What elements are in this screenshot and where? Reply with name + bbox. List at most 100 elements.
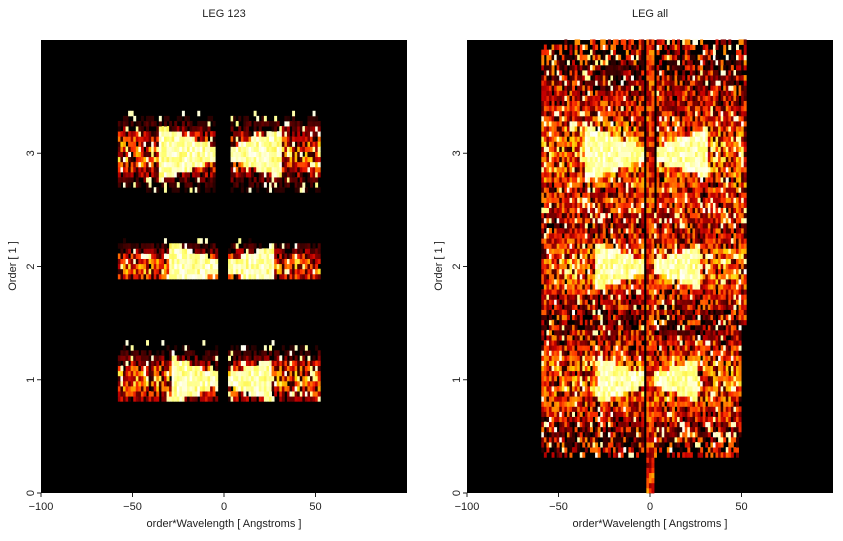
- heatmap-cell: [561, 416, 565, 423]
- heatmap-cell: [304, 126, 308, 132]
- heatmap-cell: [148, 391, 152, 397]
- heatmap-cell: [276, 161, 280, 168]
- heatmap-cell: [671, 314, 675, 321]
- heatmap-cell: [174, 258, 178, 265]
- heatmap-cell: [702, 360, 706, 366]
- heatmap-cell: [307, 253, 311, 259]
- heatmap-cell: [207, 187, 211, 193]
- heatmap-cell: [725, 268, 729, 275]
- heatmap-cell: [128, 385, 132, 392]
- heatmap-cell: [125, 385, 129, 392]
- heatmap-cell: [202, 365, 206, 372]
- heatmap-cell: [625, 401, 629, 407]
- heatmap-cell: [720, 406, 724, 412]
- heatmap-cell: [125, 360, 129, 366]
- heatmap-cell: [187, 166, 190, 173]
- heatmap-cell: [299, 177, 303, 183]
- heatmap-cell: [546, 304, 550, 310]
- heatmap-cell: [128, 273, 132, 280]
- heatmap-cell: [204, 391, 208, 397]
- heatmap-cell: [554, 345, 558, 351]
- heatmap-cell: [122, 253, 126, 259]
- heatmap-cell: [613, 335, 616, 341]
- heatmap-cell: [600, 442, 604, 448]
- heatmap-cell: [292, 370, 296, 377]
- heatmap-cell: [261, 350, 265, 356]
- heatmap-cell: [146, 396, 149, 402]
- heatmap-cell: [654, 289, 657, 295]
- heatmap-cell: [302, 396, 306, 402]
- heatmap-cell: [297, 391, 301, 397]
- heatmap-cell: [605, 375, 609, 382]
- heatmap-cell: [302, 375, 306, 382]
- heatmap-cell: [548, 289, 552, 295]
- heatmap-cell: [310, 151, 313, 158]
- heatmap-cell: [679, 416, 683, 423]
- heatmap-cell: [671, 426, 675, 433]
- heatmap-cell: [130, 156, 134, 163]
- heatmap-cell: [625, 406, 629, 412]
- heatmap-cell: [625, 324, 629, 331]
- heatmap-cell: [187, 115, 190, 122]
- heatmap-cell: [569, 340, 573, 346]
- heatmap-cell: [207, 365, 211, 372]
- heatmap-cell: [166, 126, 170, 132]
- heatmap-cell: [687, 391, 691, 397]
- heatmap-cell: [671, 401, 675, 407]
- heatmap-cell: [261, 391, 265, 397]
- heatmap-cell: [199, 258, 203, 265]
- heatmap-cell: [651, 380, 655, 387]
- heatmap-cell: [566, 304, 570, 310]
- heatmap-cell: [677, 365, 681, 372]
- heatmap-cell: [263, 156, 267, 163]
- heatmap-cell: [610, 380, 614, 387]
- heatmap-cell: [577, 431, 581, 438]
- heatmap-cell: [202, 161, 206, 168]
- heatmap-cell: [725, 360, 729, 366]
- heatmap-cell: [710, 436, 714, 443]
- heatmap-cell: [636, 345, 640, 351]
- heatmap-cell: [615, 436, 619, 443]
- heatmap-cell: [648, 299, 652, 305]
- heatmap-cell: [587, 436, 591, 443]
- heatmap-cell: [595, 253, 599, 259]
- heatmap-cell: [299, 268, 303, 275]
- heatmap-cell: [261, 177, 265, 183]
- heatmap-cell: [728, 375, 732, 382]
- heatmap-cell: [564, 329, 568, 336]
- heatmap-cell: [561, 385, 565, 392]
- heatmap-cell: [122, 355, 126, 361]
- heatmap-cell: [266, 141, 270, 147]
- heatmap-cell: [661, 294, 665, 300]
- heatmap-cell: [607, 263, 611, 270]
- heatmap-cell: [689, 319, 693, 326]
- heatmap-cell: [718, 411, 722, 417]
- heatmap-cell: [600, 268, 604, 275]
- heatmap-cell: [718, 447, 722, 453]
- heatmap-cell: [595, 268, 599, 275]
- heatmap-cell: [207, 151, 211, 158]
- heatmap-cell: [286, 396, 290, 402]
- heatmap-cell: [625, 426, 629, 433]
- heatmap-cell: [712, 253, 716, 259]
- heatmap-cell: [256, 355, 260, 361]
- heatmap-cell: [310, 177, 313, 183]
- heatmap-cell: [718, 401, 722, 407]
- heatmap-cell: [541, 375, 545, 382]
- heatmap-cell: [592, 289, 596, 295]
- heatmap-cell: [738, 304, 742, 310]
- heatmap-cell: [707, 431, 711, 438]
- heatmap-cell: [572, 416, 575, 423]
- heatmap-cell: [687, 345, 691, 351]
- heatmap-cell: [584, 436, 588, 443]
- heatmap-cell: [286, 126, 290, 132]
- heatmap-cell: [577, 314, 581, 321]
- heatmap-cell: [294, 182, 298, 188]
- heatmap-cell: [559, 273, 563, 280]
- heatmap-cell: [636, 385, 640, 392]
- heatmap-cell: [556, 370, 560, 377]
- heatmap-cell: [615, 452, 619, 458]
- heatmap-cell: [579, 253, 583, 259]
- heatmap-cell: [271, 340, 275, 346]
- heatmap-cell: [202, 248, 206, 254]
